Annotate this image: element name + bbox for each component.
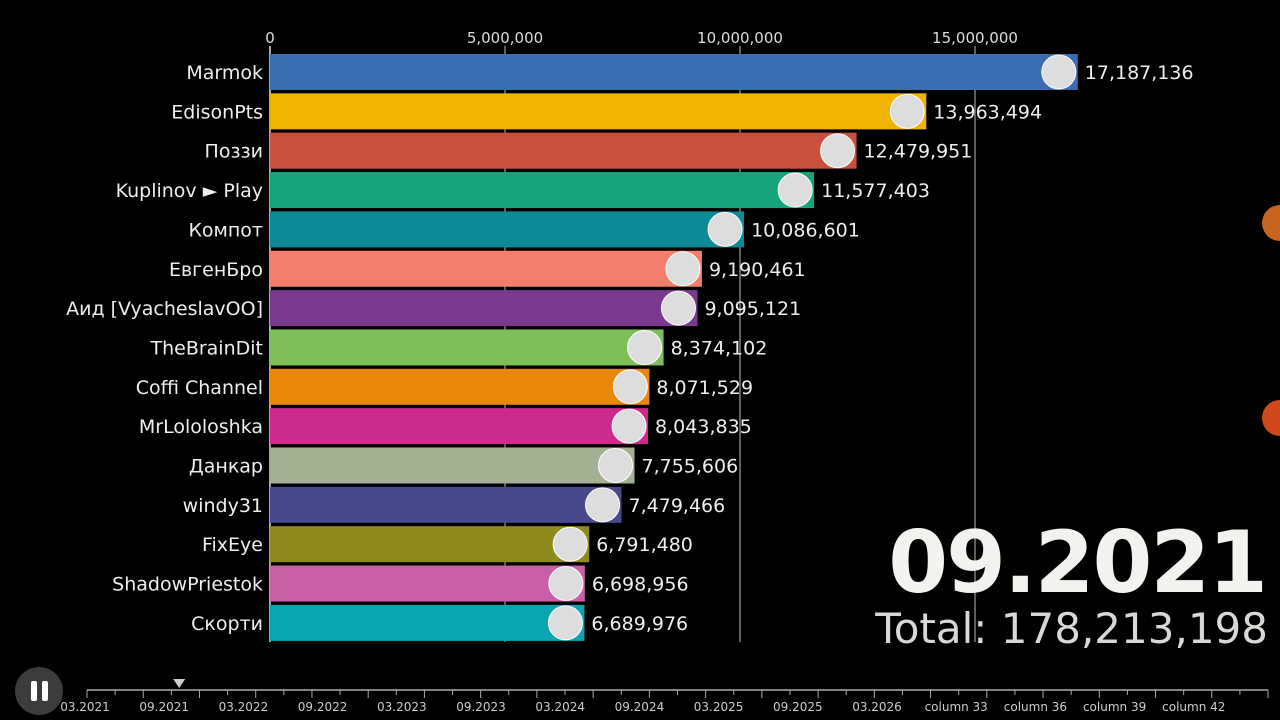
bar — [270, 172, 815, 209]
value-label: 7,755,606 — [642, 456, 739, 478]
channel-avatar — [552, 526, 588, 562]
value-label: 6,698,956 — [592, 574, 689, 596]
category-label: Компот — [188, 219, 263, 241]
timeline-label: 09.2025 — [773, 700, 823, 714]
x-tick-label: 10,000,000 — [697, 29, 783, 47]
category-label: Данкар — [189, 456, 263, 478]
channel-avatar — [707, 211, 743, 247]
value-label: 10,086,601 — [751, 219, 860, 241]
bar — [270, 329, 664, 366]
bar — [270, 408, 649, 445]
timeline-label: column 42 — [1162, 700, 1225, 714]
channel-avatar — [547, 605, 583, 641]
timeline-label: 03.2022 — [219, 700, 269, 714]
bar — [270, 486, 622, 523]
value-label: 6,689,976 — [591, 613, 688, 635]
bar — [270, 290, 698, 327]
channel-avatar — [627, 329, 663, 365]
channel-avatar — [660, 290, 696, 326]
value-label: 9,095,121 — [704, 298, 801, 320]
x-tick-label: 15,000,000 — [932, 29, 1018, 47]
value-label: 13,963,494 — [933, 101, 1042, 123]
timeline-label: 09.2021 — [139, 700, 189, 714]
bar — [270, 565, 585, 602]
value-label: 8,374,102 — [671, 337, 768, 359]
timeline-label: column 33 — [925, 700, 988, 714]
bar — [270, 447, 635, 484]
channel-avatar — [665, 251, 701, 287]
value-label: 12,479,951 — [864, 141, 973, 163]
value-label: 11,577,403 — [821, 180, 930, 202]
category-label: TheBrainDit — [149, 337, 263, 359]
x-tick-label: 5,000,000 — [467, 29, 543, 47]
channel-avatar — [585, 487, 621, 523]
timeline-label: 09.2022 — [298, 700, 348, 714]
channel-avatar — [611, 408, 647, 444]
bar — [270, 604, 585, 641]
channel-avatar — [777, 172, 813, 208]
bar — [270, 368, 650, 405]
bar — [270, 132, 857, 169]
timeline-label: 03.2026 — [852, 700, 902, 714]
timeline-slider-handle[interactable] — [173, 679, 186, 688]
category-label: ЕвгенБро — [169, 259, 263, 281]
pause-button[interactable] — [15, 667, 63, 715]
category-label: Coffi Channel — [136, 377, 263, 399]
timeline-label: 03.2023 — [377, 700, 427, 714]
current-date: 09.2021 — [888, 513, 1268, 613]
timeline-label: 09.2024 — [615, 700, 665, 714]
bar — [270, 211, 745, 248]
category-label: ShadowPriestok — [112, 574, 263, 596]
category-label: MrLololoshka — [139, 416, 263, 438]
category-label: Аид [VyacheslavOO] — [66, 298, 263, 320]
timeline-label: 03.2024 — [535, 700, 585, 714]
channel-avatar — [612, 369, 648, 405]
value-label: 17,187,136 — [1085, 62, 1194, 84]
channel-avatar — [548, 566, 584, 602]
channel-avatar — [1041, 54, 1077, 90]
total-label: Total: 178,213,198 — [875, 604, 1268, 653]
bar — [270, 526, 590, 563]
value-label: 8,043,835 — [655, 416, 752, 438]
value-label: 8,071,529 — [656, 377, 753, 399]
timeline-label: 03.2025 — [694, 700, 744, 714]
timeline-label: 09.2023 — [456, 700, 506, 714]
value-label: 6,791,480 — [596, 534, 693, 556]
category-label: Поззи — [205, 141, 263, 163]
channel-avatar — [598, 448, 634, 483]
category-label: Скорти — [191, 613, 263, 635]
bar — [270, 250, 702, 287]
category-label: FixEye — [202, 534, 263, 556]
timeline-label: column 39 — [1083, 700, 1146, 714]
bar — [270, 54, 1078, 90]
timeline-label: 03.2021 — [60, 700, 110, 714]
camera-button[interactable] — [1262, 205, 1280, 241]
value-label: 9,190,461 — [709, 259, 806, 281]
bar — [270, 93, 927, 130]
channel-avatar — [820, 133, 856, 169]
category-label: windy31 — [183, 495, 263, 517]
value-label: 7,479,466 — [629, 495, 726, 517]
record-button[interactable] — [1262, 400, 1280, 436]
category-label: EdisonPts — [171, 101, 263, 123]
timeline-label: column 36 — [1004, 700, 1067, 714]
category-label: Marmok — [186, 62, 263, 84]
channel-avatar — [889, 93, 925, 129]
x-tick-label: 0 — [265, 29, 275, 47]
category-label: Kuplinov ► Play — [116, 180, 263, 202]
pause-icon — [30, 681, 37, 701]
